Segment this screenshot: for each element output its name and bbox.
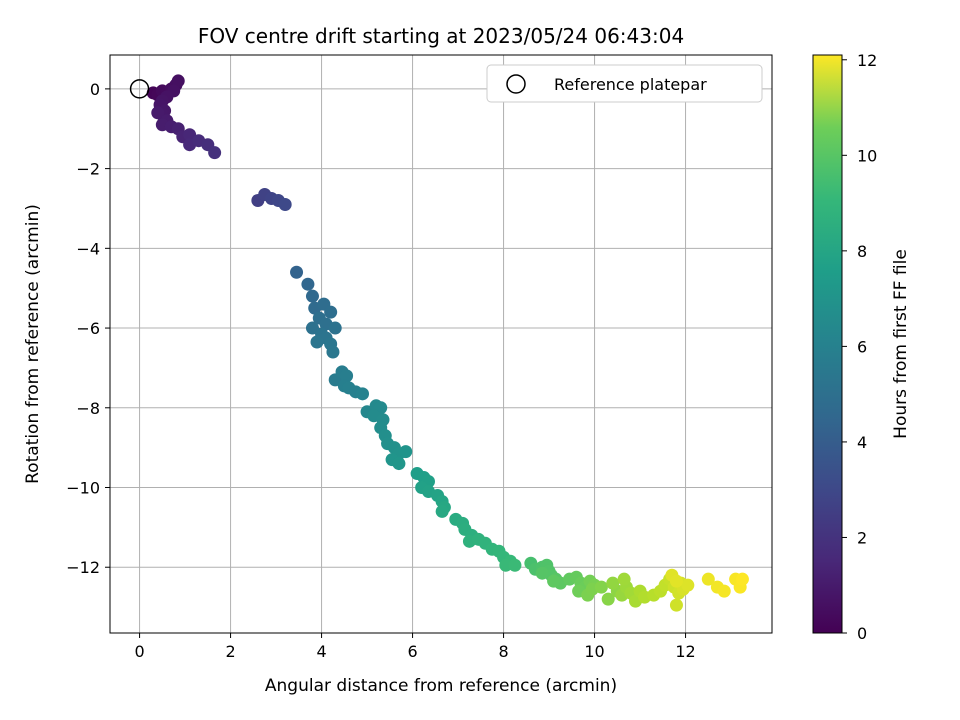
y-tick-label: −8: [76, 399, 100, 418]
data-point: [547, 574, 561, 588]
data-point: [601, 592, 615, 606]
data-point: [278, 197, 292, 211]
data-point: [399, 445, 413, 459]
colorbar-tick-label: 2: [857, 528, 867, 547]
data-point: [340, 369, 354, 383]
data-point: [328, 321, 342, 335]
colorbar-label: Hours from first FF file: [891, 249, 911, 439]
x-tick-label: 10: [584, 642, 604, 661]
colorbar-tick-label: 12: [857, 51, 877, 70]
y-tick-label: −2: [76, 160, 100, 179]
x-axis-ticks: 0 2 4 6 8 10 12: [134, 633, 696, 661]
x-tick-label: 8: [498, 642, 508, 661]
data-point: [392, 457, 406, 471]
data-point: [701, 572, 715, 586]
data-point: [151, 106, 165, 120]
data-point: [208, 146, 222, 160]
data-point: [326, 345, 340, 359]
data-point: [617, 572, 631, 586]
colorbar-tick-label: 0: [857, 624, 867, 643]
y-tick-label: −10: [66, 479, 100, 498]
data-point: [669, 598, 683, 612]
data-point: [508, 558, 522, 572]
data-point: [669, 574, 683, 588]
colorbar-ticks: 0 2 4 6 8 10 12: [842, 51, 877, 643]
data-point: [535, 566, 549, 580]
data-point: [171, 74, 185, 88]
x-tick-label: 4: [316, 642, 326, 661]
legend-box: [486, 64, 763, 103]
data-point: [356, 387, 370, 401]
y-tick-label: 0: [90, 80, 100, 99]
data-point: [499, 558, 513, 572]
data-point: [310, 335, 324, 349]
colorbar-tick-label: 10: [857, 146, 877, 165]
y-tick-label: −12: [66, 558, 100, 577]
x-tick-label: 12: [675, 642, 695, 661]
colorbar-gradient: [812, 54, 843, 634]
colorbar-tick-label: 8: [857, 242, 867, 261]
data-point: [324, 305, 338, 319]
y-tick-label: −4: [76, 239, 100, 258]
data-point: [435, 504, 449, 518]
data-point: [290, 265, 304, 279]
data-point: [594, 580, 608, 594]
colorbar-tick-label: 6: [857, 337, 867, 356]
y-tick-label: −6: [76, 319, 100, 338]
legend-marker-icon: [506, 74, 526, 94]
y-axis-ticks: 0 −2 −4 −6 −8 −10 −12: [66, 80, 110, 577]
plot-frame: [109, 54, 773, 634]
data-points: [146, 74, 749, 612]
y-axis-label: Rotation from reference (arcmin): [23, 204, 43, 484]
x-tick-label: 6: [407, 642, 417, 661]
data-point: [735, 572, 749, 586]
legend-entry-reference: Reference platepar: [554, 75, 707, 94]
data-point: [717, 584, 731, 598]
x-tick-label: 0: [134, 642, 144, 661]
x-axis-label: Angular distance from reference (arcmin): [265, 676, 617, 696]
data-point: [606, 576, 620, 590]
chart-title: FOV centre drift starting at 2023/05/24 …: [198, 24, 684, 48]
colorbar-tick-label: 4: [857, 433, 867, 452]
colorbar: 0 2 4 6 8 10 12 Hours from first FF file: [812, 51, 911, 643]
data-point: [301, 277, 315, 291]
legend: Reference platepar: [486, 64, 763, 103]
data-point: [681, 578, 695, 592]
x-tick-label: 2: [225, 642, 235, 661]
reference-point: [129, 79, 150, 99]
data-point: [305, 289, 319, 303]
